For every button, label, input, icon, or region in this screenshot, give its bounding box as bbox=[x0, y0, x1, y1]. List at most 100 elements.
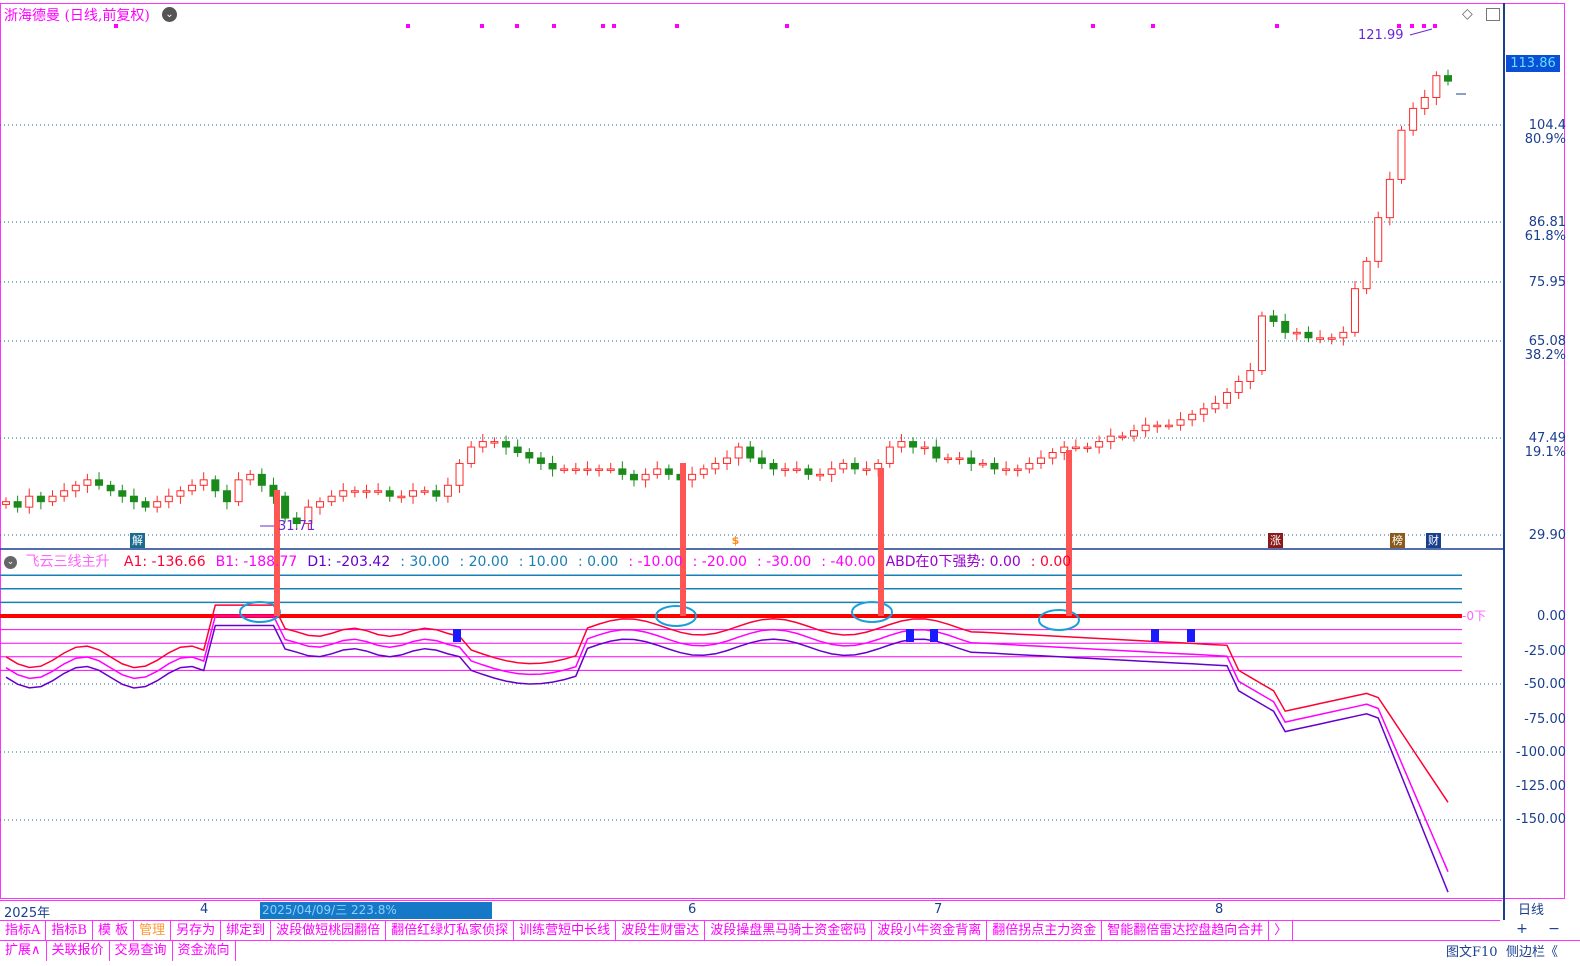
candle-body bbox=[199, 479, 208, 486]
candle-body bbox=[188, 484, 197, 492]
candle-body bbox=[525, 452, 534, 459]
function-tab-0[interactable]: 扩展∧ bbox=[0, 941, 47, 961]
tab-14[interactable]: 〉 bbox=[1269, 921, 1294, 941]
tab-8[interactable]: 训练营短中长线 bbox=[514, 921, 617, 941]
zoom-out-button[interactable]: − bbox=[1548, 921, 1560, 937]
zoom-in-button[interactable]: + bbox=[1516, 921, 1528, 937]
candle-body bbox=[1246, 370, 1255, 383]
signal-block bbox=[930, 629, 938, 642]
candle-body bbox=[443, 484, 452, 497]
signal-dot bbox=[1151, 24, 1155, 28]
signal-ellipse bbox=[1038, 609, 1080, 631]
candle-body bbox=[83, 479, 92, 486]
f10-button[interactable]: 图文F10 bbox=[1446, 945, 1498, 960]
candle-body bbox=[862, 468, 871, 471]
indicator-value: ABD在0下强势: 0.00 bbox=[885, 554, 1021, 570]
candle-body bbox=[816, 473, 825, 477]
candle-body bbox=[1060, 446, 1069, 454]
period-label[interactable]: 日线 bbox=[1518, 903, 1545, 918]
signal-dot bbox=[612, 24, 616, 28]
candle-body bbox=[106, 484, 115, 492]
function-tab-2[interactable]: 交易查询 bbox=[110, 941, 173, 961]
pct-tick: 80.9% bbox=[1524, 132, 1566, 147]
indicator-value: : 10.00 bbox=[518, 554, 568, 570]
candle-body bbox=[699, 468, 708, 475]
candle-body bbox=[734, 446, 743, 459]
candle-body bbox=[420, 490, 429, 493]
tab-12[interactable]: 翻倍拐点主力资金 bbox=[987, 921, 1103, 941]
event-marker-unlock[interactable]: 解 bbox=[130, 533, 145, 548]
candle-body bbox=[1432, 75, 1441, 98]
candle-body bbox=[2, 501, 10, 505]
signal-dot bbox=[675, 24, 679, 28]
indicator-tick: -75.00 bbox=[1524, 712, 1566, 727]
sidebar-button[interactable]: 侧边栏《 bbox=[1506, 945, 1559, 960]
candle-body bbox=[327, 495, 336, 503]
indicator-name[interactable]: 飞云三线主升 bbox=[25, 554, 110, 570]
signal-dot bbox=[601, 24, 605, 28]
candle-body bbox=[1257, 315, 1266, 372]
chevron-down-icon[interactable]: ⌄ bbox=[162, 7, 177, 22]
indicator-value: : 0.00 bbox=[577, 554, 619, 570]
event-marker-finance[interactable]: 财 bbox=[1426, 533, 1441, 548]
indicator-value: A1: -136.66 bbox=[123, 554, 206, 570]
tab-7[interactable]: 翻倍红绿灯私家侦探 bbox=[386, 921, 515, 941]
candle-body bbox=[1281, 320, 1290, 333]
signal-dot bbox=[1433, 24, 1437, 28]
candle-body bbox=[955, 457, 964, 460]
event-marker-rise[interactable]: 涨 bbox=[1268, 533, 1283, 548]
indicator-value: : -30.00 bbox=[756, 554, 812, 570]
candle-body bbox=[478, 441, 487, 448]
candle-body bbox=[397, 495, 406, 499]
tab-4[interactable]: 另存为 bbox=[171, 921, 222, 941]
candle-body bbox=[1350, 288, 1359, 333]
candle-body bbox=[118, 490, 127, 497]
indicator-value: B1: -188.77 bbox=[215, 554, 298, 570]
date-tick: 4 bbox=[200, 902, 209, 917]
candle-body bbox=[222, 490, 231, 503]
indicator-header: ⌄ 飞云三线主升 A1: -136.66 B1: -188.77 D1: -203.… bbox=[4, 551, 1081, 571]
signal-block bbox=[906, 629, 914, 642]
tab-6[interactable]: 波段做短桃园翻倍 bbox=[271, 921, 387, 941]
event-marker-list[interactable]: 榜 bbox=[1390, 533, 1405, 548]
tab-11[interactable]: 波段小牛资金背离 bbox=[872, 921, 988, 941]
zero-tag: -0下 bbox=[1462, 609, 1486, 623]
chevron-down-icon[interactable]: ⌄ bbox=[4, 555, 17, 569]
diamond-icon[interactable]: ◇ bbox=[1462, 6, 1473, 22]
tab-13[interactable]: 智能翻倍雷达控盘趋向合并 bbox=[1102, 921, 1270, 941]
event-marker-dollar[interactable]: $ bbox=[731, 534, 740, 547]
tab-10[interactable]: 波段操盘黑马骑士资金密码 bbox=[705, 921, 873, 941]
candle-body bbox=[757, 457, 766, 464]
sidebar-toggle-icon[interactable] bbox=[1486, 8, 1500, 21]
candle-body bbox=[1420, 96, 1429, 109]
candle-body bbox=[746, 446, 755, 459]
candle-body bbox=[48, 495, 57, 503]
tab-2[interactable]: 模 板 bbox=[93, 921, 135, 941]
tab-3[interactable]: 管理 bbox=[134, 921, 172, 941]
candle-body bbox=[1234, 381, 1243, 393]
tab-1[interactable]: 指标B bbox=[46, 921, 93, 941]
tab-9[interactable]: 波段生财雷达 bbox=[616, 921, 706, 941]
function-tab-bar: 扩展∧ 关联报价 交易查询 资金流向 bbox=[0, 940, 1580, 961]
function-tab-1[interactable]: 关联报价 bbox=[47, 941, 110, 961]
candle-body bbox=[943, 457, 952, 460]
candle-body bbox=[571, 468, 580, 471]
candle-body bbox=[1211, 402, 1220, 410]
tab-5[interactable]: 绑定到 bbox=[221, 921, 272, 941]
function-tab-3[interactable]: 资金流向 bbox=[173, 941, 236, 961]
signal-dot bbox=[1410, 24, 1414, 28]
tab-0[interactable]: 指标A bbox=[0, 921, 47, 941]
candle-body bbox=[513, 446, 522, 454]
signal-dot bbox=[552, 24, 556, 28]
indicator-value: : 30.00 bbox=[400, 554, 450, 570]
date-tick: 8 bbox=[1215, 902, 1224, 917]
indicator-value: : -20.00 bbox=[692, 554, 747, 570]
candle-body bbox=[409, 490, 418, 497]
candle-body bbox=[176, 490, 185, 497]
signal-bar bbox=[274, 490, 280, 616]
candle-body bbox=[1176, 419, 1185, 426]
candle-body bbox=[1048, 452, 1057, 459]
candle-body bbox=[932, 446, 941, 459]
